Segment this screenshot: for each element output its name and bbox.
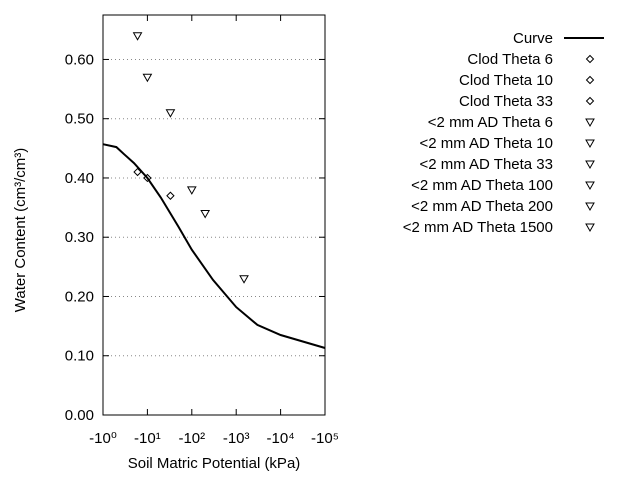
diamond-marker xyxy=(585,75,595,85)
diamond-marker xyxy=(143,173,152,183)
triangle-marker xyxy=(239,275,249,284)
curve-line xyxy=(102,143,326,349)
legend-label: Clod Theta 6 xyxy=(467,51,553,68)
legend-label: Clod Theta 33 xyxy=(459,93,553,110)
triangle-marker xyxy=(585,160,595,170)
triangle-marker xyxy=(142,73,153,83)
legend-label: <2 mm AD Theta 6 xyxy=(428,114,553,131)
triangle-marker xyxy=(186,186,197,195)
y-tick-label: 0.20 xyxy=(65,288,94,305)
legend-label: <2 mm AD Theta 200 xyxy=(411,198,553,215)
x-tick-label: -10⁵ xyxy=(311,430,339,447)
legend-label: <2 mm AD Theta 100 xyxy=(411,177,553,194)
y-tick-label: 0.50 xyxy=(65,111,94,128)
x-tick-label: -10³ xyxy=(223,430,250,447)
diamond-marker xyxy=(585,96,595,106)
y-tick-label: 0.40 xyxy=(65,170,94,187)
diamond-marker xyxy=(166,191,175,200)
legend-label: Clod Theta 10 xyxy=(459,72,553,89)
plot-frame xyxy=(102,14,326,416)
diamond-marker xyxy=(133,167,142,177)
triangle-marker xyxy=(585,118,595,128)
legend-label: Curve xyxy=(513,30,553,47)
y-tick-label: 0.30 xyxy=(65,229,94,246)
x-tick-label: -10⁴ xyxy=(267,430,295,447)
y-tick-label: 0.10 xyxy=(65,348,94,365)
legend-label: <2 mm AD Theta 1500 xyxy=(403,219,553,236)
diamond-marker xyxy=(585,54,595,64)
legend-label: <2 mm AD Theta 10 xyxy=(419,135,553,152)
triangle-marker xyxy=(165,109,176,118)
triangle-marker xyxy=(200,210,211,219)
legend-label: <2 mm AD Theta 33 xyxy=(419,156,553,173)
triangle-marker xyxy=(585,223,595,233)
triangle-marker xyxy=(585,139,595,149)
x-axis-label: Soil Matric Potential (kPa) xyxy=(128,455,301,472)
triangle-marker xyxy=(585,202,595,212)
y-tick-label: 0.00 xyxy=(65,407,94,424)
triangle-marker xyxy=(132,32,143,41)
y-tick-label: 0.60 xyxy=(65,51,94,68)
y-axis-label: Water Content (cm³/cm³) xyxy=(12,148,29,312)
x-tick-label: -10¹ xyxy=(134,430,161,447)
x-tick-label: -10² xyxy=(178,430,205,447)
x-tick-label: -10⁰ xyxy=(89,430,117,447)
triangle-marker xyxy=(585,181,595,191)
